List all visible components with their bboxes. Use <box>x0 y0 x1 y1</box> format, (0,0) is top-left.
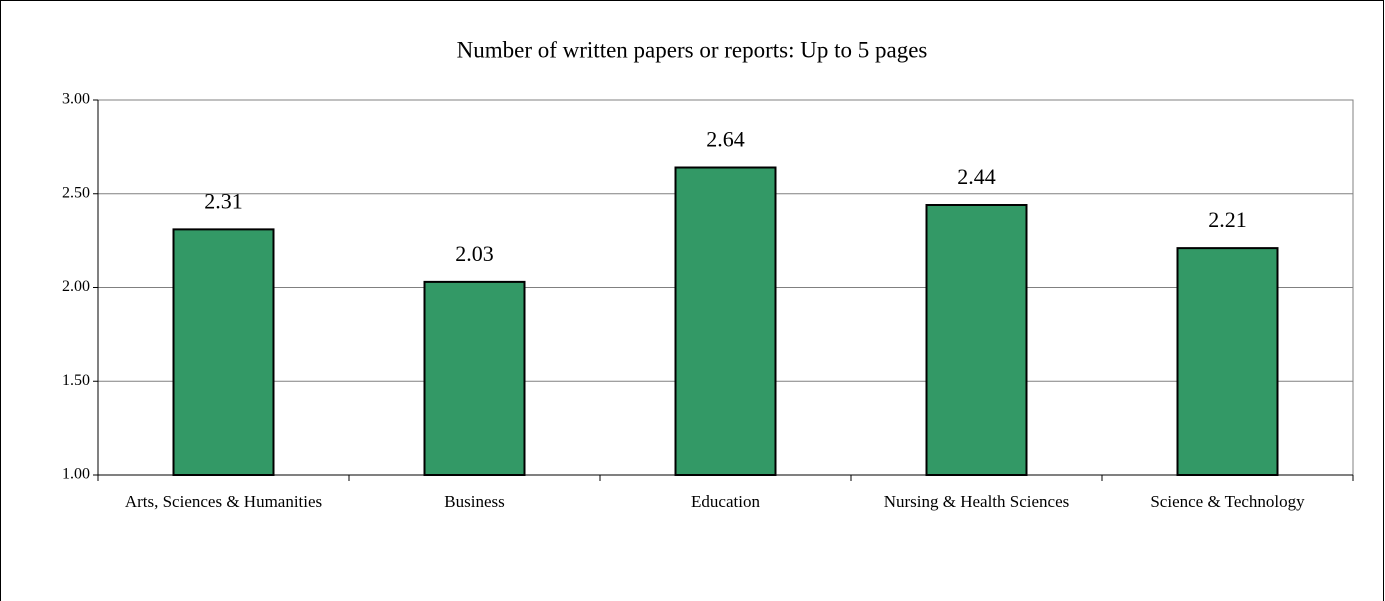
y-tick-label: 2.50 <box>62 184 90 201</box>
y-tick-label: 1.50 <box>62 372 90 389</box>
data-label: 2.64 <box>706 127 745 152</box>
y-tick-label: 3.00 <box>62 91 90 108</box>
data-label: 2.31 <box>204 188 243 213</box>
x-tick-label: Business <box>444 492 504 511</box>
x-tick-label: Nursing & Health Sciences <box>884 492 1070 511</box>
x-tick-label: Arts, Sciences & Humanities <box>125 492 322 511</box>
x-tick-label: Science & Technology <box>1150 492 1305 511</box>
y-tick-label: 2.00 <box>62 278 90 295</box>
x-tick-label: Education <box>691 492 760 511</box>
bar <box>674 166 777 476</box>
bar <box>423 280 526 476</box>
bar <box>1176 247 1279 476</box>
chart-title: Number of written papers or reports: Up … <box>457 37 928 62</box>
data-label: 2.44 <box>957 164 996 189</box>
bar <box>925 204 1028 476</box>
bar <box>172 228 275 476</box>
y-tick-label: 1.00 <box>62 466 90 483</box>
data-label: 2.03 <box>455 241 494 266</box>
data-label: 2.21 <box>1208 207 1247 232</box>
